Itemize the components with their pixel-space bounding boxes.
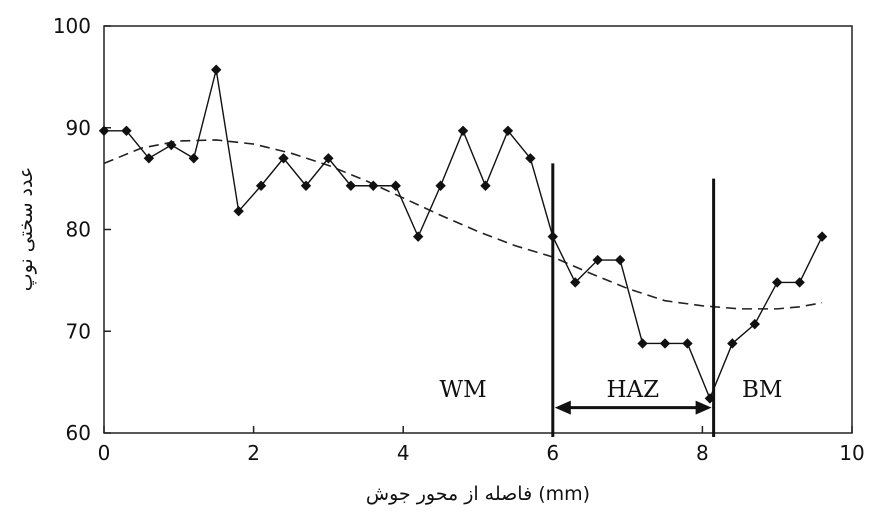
axis-ticks: 0 2 4 6 8 10 60 70 80 90 100 <box>53 14 865 465</box>
data-point-marker <box>570 277 581 288</box>
x-tick-label: 6 <box>546 441 559 465</box>
data-point-marker <box>816 231 828 242</box>
data-point-marker <box>188 153 199 164</box>
region-label-haz: HAZ <box>607 377 660 403</box>
trend-layer <box>103 139 823 310</box>
data-point-marker <box>390 180 401 191</box>
data-point-marker <box>255 180 267 191</box>
x-axis-title: فاصله از محور جوش (mm) <box>366 483 590 505</box>
data-point-marker <box>525 153 536 164</box>
data-point-marker <box>323 153 334 164</box>
data-point-marker <box>98 125 110 137</box>
data-point-marker <box>435 180 446 191</box>
data-point-marker <box>794 277 805 288</box>
data-point-marker <box>704 393 716 404</box>
region-labels: WM HAZ BM <box>439 377 782 403</box>
y-tick-label: 60 <box>66 421 91 445</box>
data-point-marker <box>480 180 491 191</box>
data-point-marker <box>278 153 289 164</box>
data-point-marker <box>637 338 648 349</box>
data-point-marker <box>772 277 783 288</box>
data-point-marker <box>749 318 760 330</box>
x-tick-label: 10 <box>839 441 864 465</box>
y-axis-title: عدد سختی نوپ <box>15 167 37 292</box>
data-point-marker <box>143 153 155 164</box>
data-point-marker <box>233 205 244 217</box>
trend-line <box>103 139 823 310</box>
y-tick-label: 90 <box>66 116 91 140</box>
data-point-marker <box>659 338 671 349</box>
x-tick-label: 2 <box>247 441 260 465</box>
data-point-marker <box>368 180 379 191</box>
plot-frame <box>103 25 853 434</box>
arrow-head-left <box>554 400 571 415</box>
x-tick-label: 8 <box>696 441 709 465</box>
data-point-marker <box>502 125 514 137</box>
data-series-layer <box>98 64 828 404</box>
region-label-bm: BM <box>742 377 782 403</box>
data-point-marker <box>592 254 603 266</box>
data-point-marker <box>547 231 558 242</box>
y-tick-label: 80 <box>66 218 91 242</box>
data-point-marker <box>727 338 738 349</box>
x-tick-label: 4 <box>397 441 410 465</box>
data-point-marker <box>345 180 357 191</box>
boundary-lines <box>551 163 716 437</box>
y-tick-label: 70 <box>66 319 91 343</box>
data-point-marker <box>166 139 177 151</box>
data-point-marker <box>300 180 312 191</box>
haz-arrow <box>554 400 712 415</box>
arrow-head-right <box>695 400 712 415</box>
y-tick-label: 100 <box>53 14 91 38</box>
data-point-marker <box>412 231 424 242</box>
data-point-marker <box>614 254 626 266</box>
data-point-marker <box>211 64 222 75</box>
data-point-marker <box>682 338 693 349</box>
region-label-wm: WM <box>439 377 486 403</box>
data-point-marker <box>457 125 469 137</box>
x-tick-label: 0 <box>98 441 111 465</box>
data-point-marker <box>121 125 132 137</box>
